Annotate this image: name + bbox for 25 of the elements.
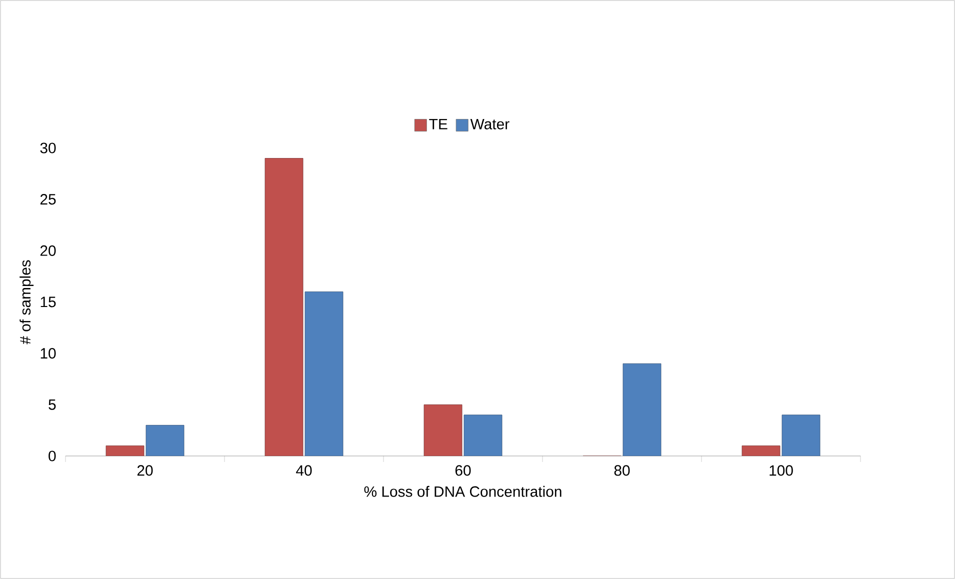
legend-label: TE <box>429 118 448 130</box>
x-tick-label: 60 <box>455 465 471 476</box>
y-tick-label: 5 <box>48 399 56 410</box>
bar <box>106 446 144 456</box>
x-tick-label: 80 <box>614 465 630 476</box>
x-tick-label: 20 <box>137 465 153 476</box>
bar <box>146 424 184 456</box>
x-axis-title: % Loss of DNA Concentration <box>364 486 562 497</box>
x-tick-label: 100 <box>770 465 793 476</box>
bar <box>424 404 462 456</box>
x-tick-label: 40 <box>296 465 312 476</box>
bar <box>782 414 820 456</box>
y-tick-label: 15 <box>40 296 56 308</box>
y-tick-label: 30 <box>40 142 56 154</box>
y-tick-label: 10 <box>40 348 56 359</box>
bar <box>464 414 502 456</box>
bar <box>264 158 304 456</box>
y-tick-label: 25 <box>40 194 56 205</box>
y-tick-label: 20 <box>40 245 56 256</box>
y-axis-title: # of samples <box>20 260 34 344</box>
bar <box>622 363 662 456</box>
bar <box>742 446 780 456</box>
y-tick-label: 0 <box>48 450 56 462</box>
bar <box>304 292 344 456</box>
legend-label: Water <box>470 118 510 130</box>
